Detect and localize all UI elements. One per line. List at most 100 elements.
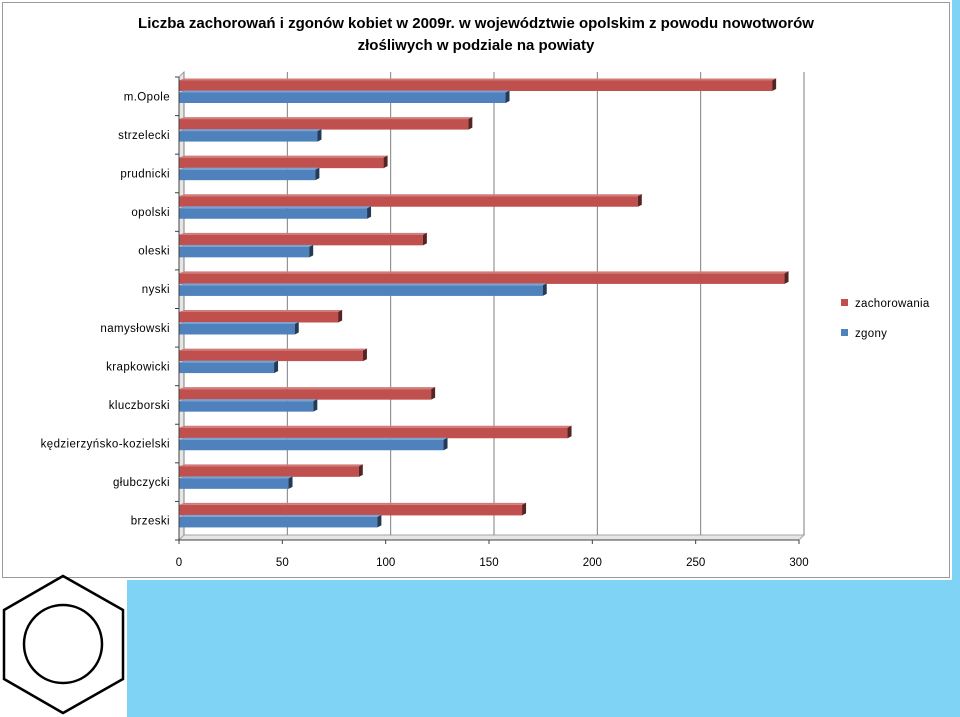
bar-end-face — [431, 387, 436, 400]
bar-end-face — [468, 117, 473, 130]
bar-end-face — [383, 155, 388, 169]
category-label-6: namysłowski — [100, 323, 170, 335]
bar-top-face — [179, 271, 790, 274]
bar-end-face — [338, 310, 343, 323]
legend-label-zgony: zgony — [855, 328, 887, 340]
category-label-3: opolski — [131, 207, 170, 219]
bar-front-face — [179, 234, 423, 246]
hexagon-outline — [2, 574, 125, 715]
bar-front-face — [179, 478, 289, 489]
bar-zgony-9 — [179, 437, 449, 451]
bar-front-face — [179, 427, 568, 439]
bar-top-face — [179, 464, 364, 467]
axes — [175, 76, 800, 544]
category-label-8: kluczborski — [109, 400, 170, 412]
category-label-0: m.Opole — [124, 91, 170, 103]
bar-top-face — [179, 283, 548, 286]
bar-front-face — [179, 92, 506, 103]
bar-zachorowania-1 — [179, 117, 474, 130]
bar-zgony-10 — [179, 476, 294, 489]
category-label-11: brzeski — [131, 516, 170, 528]
category-label-2: prudnicki — [120, 168, 170, 180]
bar-zgony-4 — [179, 244, 315, 258]
bar-front-face — [179, 285, 543, 296]
bar-zgony-2 — [179, 167, 321, 181]
bar-front-face — [179, 80, 773, 91]
bar-top-face — [179, 129, 323, 132]
chart-container: Liczba zachorowań i zgonów kobiet w 2009… — [2, 2, 950, 578]
bar-top-face — [179, 502, 528, 505]
bar-end-face — [377, 514, 382, 528]
bar-front-face — [179, 169, 316, 181]
bar-front-face — [179, 516, 378, 528]
chart-title-line-2: złośliwych w podziale na powiaty — [358, 37, 595, 54]
bar-end-face — [784, 271, 789, 284]
bar-end-face — [567, 425, 572, 439]
bar-front-face — [179, 246, 310, 258]
bar-top-face — [179, 387, 437, 390]
legend-item-zachorowania: zachorowania — [841, 298, 930, 310]
hexagon-inner-ring — [22, 603, 104, 685]
x-tick-label-6: 300 — [789, 557, 808, 569]
bar-zgony-0 — [179, 90, 511, 103]
bar-end-face — [422, 232, 427, 246]
bar-front-face — [179, 273, 785, 284]
bar-zachorowania-11 — [179, 502, 528, 516]
x-tick-label-4: 200 — [583, 557, 602, 569]
legend: zachorowania zgony — [841, 298, 930, 340]
bar-zachorowania-10 — [179, 464, 364, 477]
x-tick-labels: 0 50 100 150 200 250 300 — [176, 557, 809, 569]
bottom-accent-band — [127, 580, 960, 717]
x-tick-label-2: 100 — [376, 557, 395, 569]
x-tick-label-1: 50 — [276, 557, 289, 569]
bar-top-face — [179, 399, 319, 402]
bar-top-face — [179, 360, 280, 363]
bar-end-face — [315, 167, 320, 181]
bar-top-face — [179, 90, 511, 93]
bar-front-face — [179, 504, 523, 516]
legend-swatch-zachorowania — [841, 299, 848, 306]
bar-front-face — [179, 362, 275, 374]
bar-front-face — [179, 208, 368, 219]
bar-top-face — [179, 425, 573, 428]
bar-end-face — [637, 194, 642, 207]
bar-zachorowania-6 — [179, 310, 344, 323]
bar-zachorowania-5 — [179, 271, 790, 284]
bar-top-face — [179, 78, 778, 81]
bar-zgony-5 — [179, 283, 548, 296]
bar-front-face — [179, 389, 432, 400]
bar-end-face — [542, 283, 547, 296]
bar-end-face — [358, 464, 363, 477]
bar-top-face — [179, 117, 474, 120]
bar-top-face — [179, 244, 315, 247]
bar-end-face — [367, 206, 372, 219]
bar-front-face — [179, 131, 318, 142]
bar-zgony-8 — [179, 399, 319, 412]
bar-end-face — [362, 348, 367, 362]
bar-front-face — [179, 119, 469, 130]
bar-top-face — [179, 206, 373, 209]
bar-top-face — [179, 348, 368, 351]
chart-title-line-1: Liczba zachorowań i zgonów kobiet w 2009… — [138, 15, 814, 32]
bar-end-face — [274, 360, 279, 374]
bar-end-face — [313, 399, 318, 412]
bar-end-face — [317, 129, 322, 142]
bar-zachorowania-3 — [179, 194, 643, 207]
legend-label-zachorowania: zachorowania — [855, 298, 930, 310]
bar-zgony-11 — [179, 514, 383, 528]
x-tick-label-3: 150 — [479, 557, 498, 569]
bar-front-face — [179, 196, 638, 207]
bar-zachorowania-2 — [179, 155, 389, 169]
plot-floor — [177, 534, 806, 541]
bar-zgony-7 — [179, 360, 280, 374]
bar-zachorowania-8 — [179, 387, 437, 400]
bar-top-face — [179, 322, 300, 324]
bar-end-face — [294, 322, 299, 335]
category-label-10: głubczycki — [113, 477, 170, 489]
bar-front-face — [179, 157, 384, 169]
x-tick-label-0: 0 — [176, 557, 182, 569]
benzene-hexagon-icon — [2, 574, 125, 715]
bar-end-face — [443, 437, 448, 451]
legend-swatch-zgony — [841, 329, 848, 336]
gridlines — [183, 72, 805, 535]
